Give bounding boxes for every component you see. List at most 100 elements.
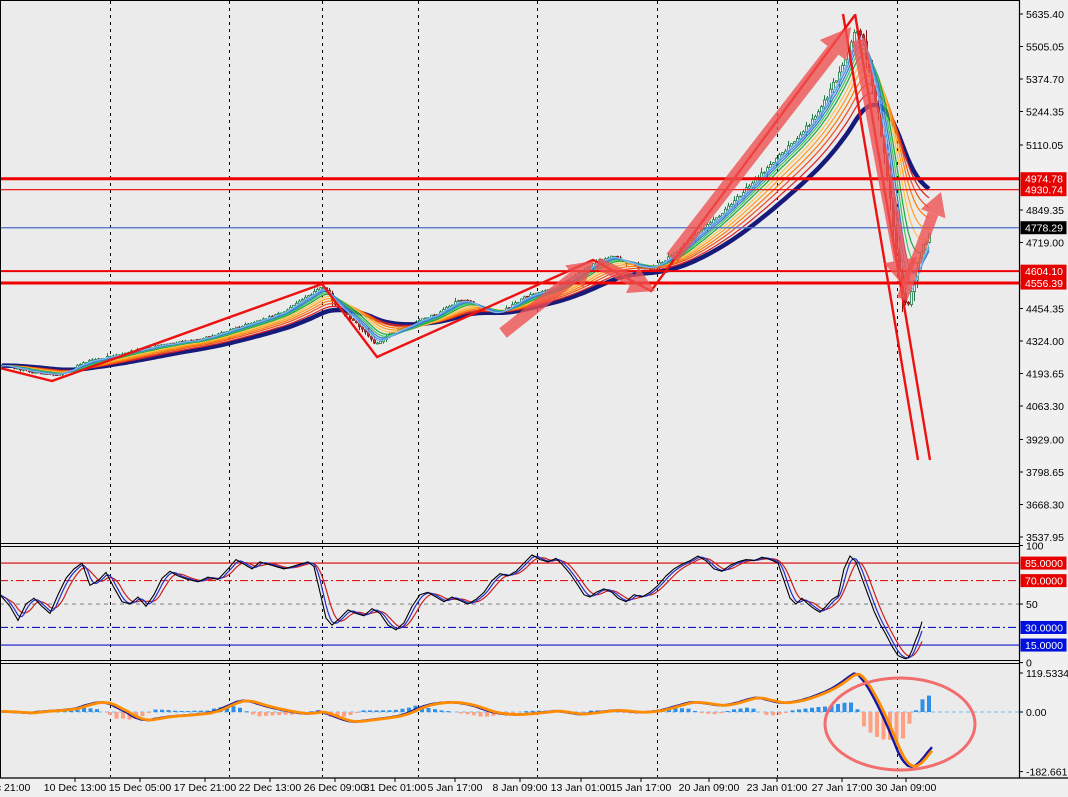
price-line-label-box (1020, 172, 1067, 186)
trendline (841, 13, 920, 461)
momentum-histogram-bar (771, 712, 775, 716)
momentum-histogram-bar (108, 712, 112, 715)
momentum-histogram-bar (803, 708, 808, 712)
time-axis-background (0, 779, 1068, 797)
price-line-label-box (1020, 183, 1067, 197)
momentum-histogram-bar (407, 707, 411, 712)
momentum-histogram-bar (914, 710, 918, 712)
momentum-histogram-bar (82, 707, 86, 712)
momentum-histogram-bar (88, 708, 93, 712)
ma-ribbon-line (1, 36, 930, 376)
price-tick-label: 3537.95 (1026, 532, 1064, 544)
momentum-histogram-bar (478, 712, 483, 717)
candle-body (460, 299, 463, 302)
time-tick-label: 27 Jan 17:00 (812, 782, 873, 794)
drawings-overlay (0, 13, 1019, 461)
momentum-histogram-bar (69, 710, 73, 712)
momentum-histogram-bar (784, 712, 788, 713)
momentum-histogram-bar (459, 712, 463, 714)
ma-ribbon-line (2, 53, 930, 374)
candle-body (307, 295, 310, 298)
candle-body (370, 335, 373, 340)
candle-body (781, 152, 784, 156)
price-tick-label: 4193.65 (1026, 368, 1064, 380)
price-tick-label: 5110.05 (1026, 140, 1063, 152)
momentum-histogram-bar (485, 712, 489, 717)
momentum-histogram-bar (160, 709, 164, 712)
momentum-histogram-bar (816, 707, 821, 712)
candle-body (34, 371, 37, 374)
axis-background (1019, 0, 1068, 797)
candle-body (457, 300, 460, 302)
momentum-histogram-bar (342, 712, 346, 717)
price-tick-label: 5374.70 (1026, 74, 1064, 86)
time-tick-label: 17 Dec 21:00 (174, 782, 237, 794)
ma-ribbon-line (2, 75, 930, 373)
momentum-histogram-bar (381, 710, 385, 712)
candle-body (808, 124, 811, 127)
momentum-histogram-bar (875, 712, 879, 737)
momentum-histogram-bar (75, 709, 80, 712)
indicator-level-label-box (1020, 556, 1067, 570)
momentum-histogram-bar (829, 705, 834, 712)
stochastic-panel[interactable] (0, 554, 1019, 660)
time-tick-label: 23 Jan 01:00 (747, 782, 808, 794)
momentum-histogram-bar (894, 712, 899, 740)
candle-body (814, 115, 817, 120)
momentum-histogram-bar (283, 712, 288, 715)
time-tick-label: 13 Jan 01:00 (551, 782, 612, 794)
momentum-histogram-bar (205, 710, 210, 712)
momentum-histogram-bar (524, 711, 528, 713)
price-line-label: 4974.78 (1025, 174, 1063, 186)
price-tick-label: 5505.05 (1026, 41, 1064, 53)
momentum-histogram-bar (693, 710, 697, 712)
slow-ma-line (2, 102, 931, 373)
momentum-histogram-bar (868, 712, 873, 733)
momentum-histogram-bar (446, 711, 450, 713)
momentum-histogram-bar (374, 710, 379, 712)
momentum-histogram-bar (394, 709, 398, 712)
indicator-level-label: 70.0000 (1025, 575, 1063, 587)
momentum-panel[interactable] (0, 672, 1019, 772)
momentum-histogram-bar (426, 707, 431, 712)
candle-body (703, 228, 706, 231)
momentum-histogram-bar (335, 712, 340, 718)
candle-body (79, 363, 82, 366)
trend-arrow (594, 257, 655, 294)
momentum-histogram-bar (680, 708, 684, 712)
candle-body (793, 141, 796, 144)
ma-ribbon-line (2, 83, 930, 372)
momentum-histogram-bar (849, 702, 853, 712)
candle-body (346, 312, 349, 315)
momentum-histogram-bar (433, 709, 437, 712)
momentum-histogram-bar (927, 695, 931, 712)
stochastic-signal-line (0, 555, 923, 659)
candle-body (739, 195, 742, 198)
price-line-label-box (1020, 276, 1067, 290)
momentum-histogram-bar (719, 712, 723, 714)
momentum-histogram-bar (920, 699, 925, 712)
time-tick-label: 15 Jan 17:00 (611, 782, 672, 794)
trend-arrow (896, 192, 946, 301)
highlight-ellipse (823, 676, 977, 772)
momentum-histogram-bar (673, 708, 678, 712)
momentum-histogram-bar (355, 712, 359, 713)
price-line-label-box (1020, 221, 1067, 235)
momentum-histogram-bar (686, 708, 691, 712)
momentum-histogram-bar (790, 710, 795, 712)
momentum-histogram-bar (147, 712, 151, 714)
momentum-histogram-bar (387, 710, 392, 712)
price-tick-label: 4063.30 (1026, 401, 1064, 413)
momentum-histogram-bar (901, 712, 905, 739)
momentum-histogram-bar (439, 710, 444, 712)
indicator-level-label: 30.0000 (1025, 622, 1063, 634)
momentum-histogram-bar (140, 712, 145, 717)
indicator-scale-label: 0 (1026, 657, 1032, 669)
price-tick-label: 4719.00 (1026, 237, 1064, 249)
candle-body (514, 302, 517, 305)
stochastic-main-line (0, 554, 923, 660)
candle-body (376, 342, 379, 345)
time-tick-label: 10 Dec 13:00 (44, 782, 107, 794)
